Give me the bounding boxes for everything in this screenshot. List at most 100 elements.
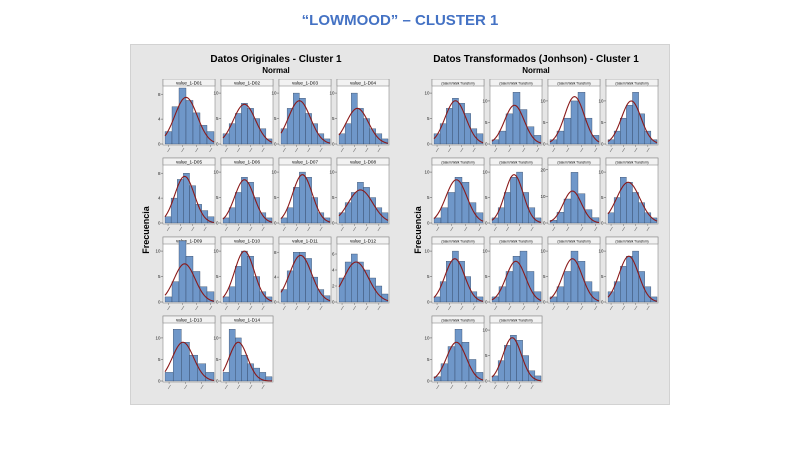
x-tick-label: [448, 305, 452, 311]
x-tick-label: [506, 384, 510, 390]
facet-header: [489, 79, 543, 87]
x-tick-label: [191, 226, 195, 232]
histogram-bar: [164, 216, 172, 224]
histogram-facet: value_1-D10 0 5 10: [213, 236, 274, 311]
y-tick-label: 4: [158, 196, 161, 201]
x-tick-label: [249, 384, 253, 390]
facet-header: [605, 236, 659, 245]
y-tick-label: 0: [274, 142, 277, 147]
x-tick-label: [448, 147, 452, 153]
histogram-bar: [206, 291, 215, 303]
histogram-facet: (Salem:Walk Transfom) 0 5 10: [482, 79, 543, 153]
x-tick-label: [195, 147, 199, 153]
y-tick-label: 5: [216, 274, 219, 279]
x-tick-label: [181, 305, 185, 311]
facet-name: value_1-D07: [292, 159, 318, 164]
y-tick-label: 5: [543, 274, 546, 279]
left-panel-title: Datos Originales - Cluster 1: [210, 54, 342, 65]
facet-name: (Salem:Walk Transfom): [615, 239, 648, 243]
facet-header: [220, 79, 274, 87]
y-tick-label: 5: [485, 120, 488, 125]
histogram-bar: [504, 192, 511, 224]
histogram-bar: [369, 197, 376, 224]
histogram-facet: (Salem:Walk Transfom) 0 5 10: [424, 157, 485, 232]
histogram-bar: [526, 271, 535, 303]
y-tick-label: 10: [598, 170, 604, 175]
x-tick-label: [209, 147, 213, 153]
histogram-facet: value_1-D03 0 5 10: [271, 79, 332, 153]
facet-name: (Salem:Walk Transfom): [441, 160, 474, 164]
y-tick-label: 0: [332, 300, 335, 305]
histogram-bar: [626, 256, 633, 303]
histogram-bar: [440, 363, 449, 382]
x-tick-label: [594, 147, 598, 153]
x-tick-label: [464, 226, 468, 232]
x-tick-label: [353, 147, 357, 153]
facet-name: value_1-D01: [176, 80, 202, 85]
histogram-bar: [533, 291, 542, 303]
histogram-bar: [584, 117, 593, 145]
y-tick-label: 10: [213, 91, 219, 96]
histogram-bar: [235, 192, 242, 224]
y-tick-label: 10: [155, 249, 161, 254]
x-tick-label: [552, 147, 556, 153]
x-tick-label: [209, 305, 213, 311]
y-tick-label: 5: [427, 274, 430, 279]
histogram-bar: [498, 286, 507, 303]
normal-fit-curve: [164, 96, 215, 143]
histogram-bar: [181, 342, 190, 382]
x-tick-label: [319, 147, 323, 153]
y-tick-label: 0: [158, 142, 161, 147]
histogram-bar: [498, 130, 507, 145]
histogram-bar: [626, 182, 633, 224]
x-tick-label: [184, 384, 188, 390]
x-tick-label: [493, 384, 497, 390]
facet-header: [489, 315, 543, 324]
facet-header: [278, 236, 332, 245]
histogram-bar: [440, 207, 449, 224]
y-tick-label: 10: [540, 194, 546, 199]
y-tick-label: 0: [158, 221, 161, 226]
x-tick-label: [340, 147, 344, 153]
histogram-bar: [235, 113, 242, 145]
facet-name: value_1-D08: [350, 159, 376, 164]
histogram-bar: [433, 217, 442, 224]
normal-fit-curve: [491, 174, 542, 223]
normal-fit-curve: [338, 261, 389, 302]
histogram-bar: [632, 92, 639, 145]
x-tick-label: [167, 305, 171, 311]
histogram-facet: (Salem:Walk Transfom) 0 5 10: [424, 79, 485, 153]
y-tick-label: 5: [427, 116, 430, 121]
y-tick-label: 0: [158, 300, 161, 305]
histogram-bar: [497, 360, 505, 382]
x-tick-label: [530, 226, 534, 232]
x-tick-label: [536, 147, 540, 153]
x-tick-label: [622, 226, 626, 232]
facet-header: [220, 157, 274, 166]
facet-name: value_1-D03: [292, 80, 318, 85]
x-tick-label: [436, 384, 440, 390]
y-tick-label: 0: [485, 300, 488, 305]
normal-fit-curve: [607, 255, 658, 302]
histogram-bar: [265, 138, 273, 145]
x-tick-label: [181, 147, 185, 153]
facet-header: [278, 79, 332, 87]
y-tick-label: 5: [332, 195, 335, 200]
histogram-bar: [286, 270, 294, 303]
x-tick-label: [478, 226, 482, 232]
histogram-facet: value_1-D06 0 5 10: [213, 157, 274, 232]
facet-name: (Salem:Walk Transfom): [499, 81, 532, 85]
histogram-facet: (Salem:Walk Transfom) 0 5 10: [482, 315, 543, 390]
y-tick-label: 5: [216, 357, 219, 362]
histogram-bar: [344, 123, 352, 145]
x-tick-label: [436, 226, 440, 232]
histogram-bar: [265, 217, 273, 224]
histogram-bar: [241, 354, 248, 382]
histogram-bar: [533, 135, 542, 145]
histogram-bar: [338, 133, 346, 145]
x-tick-label: [494, 305, 498, 311]
histogram-bar: [299, 252, 306, 303]
histogram-bar: [577, 193, 586, 224]
histogram-bar: [235, 337, 242, 382]
x-tick-label: [530, 384, 534, 390]
